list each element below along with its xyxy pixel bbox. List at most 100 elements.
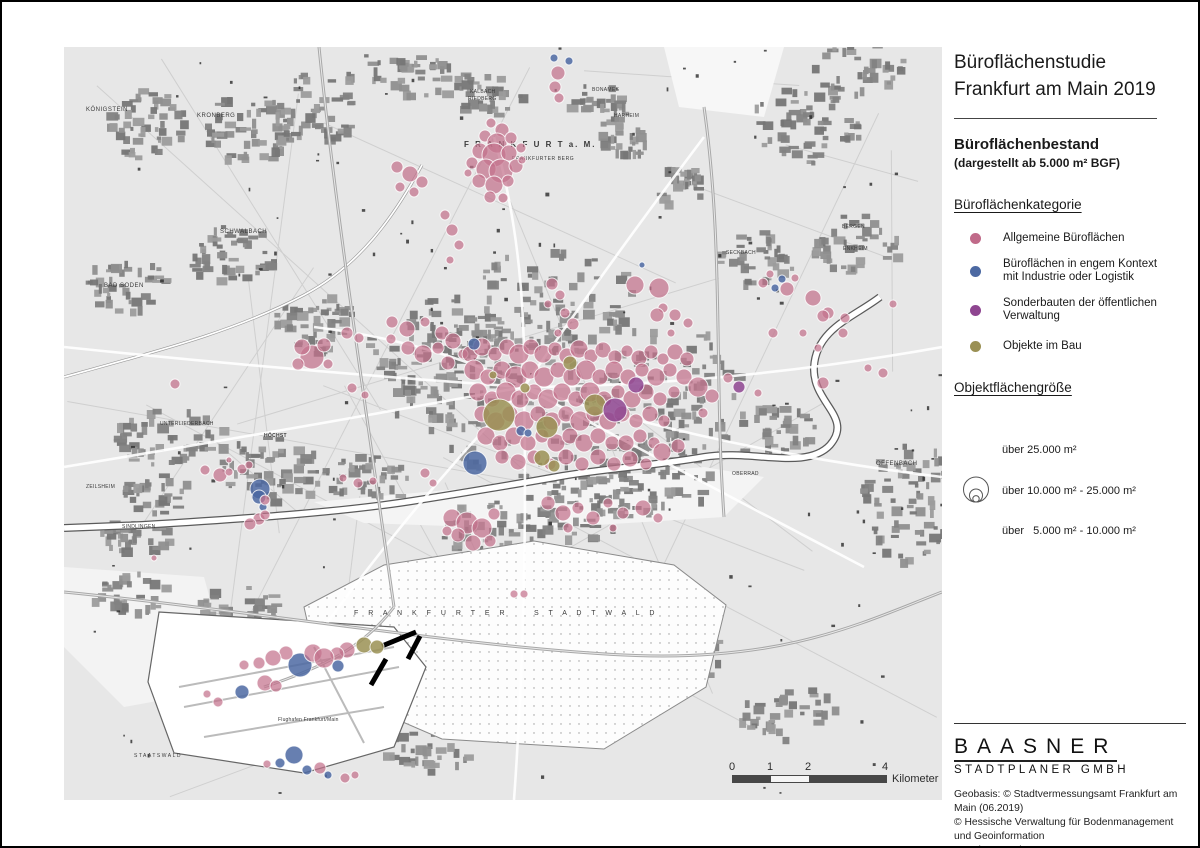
map-point-p[interactable] (604, 435, 620, 451)
map-point-p[interactable] (338, 473, 348, 483)
map-point-p[interactable] (500, 144, 518, 162)
map-point-p[interactable] (293, 338, 311, 356)
map-point-v[interactable] (627, 376, 645, 394)
map-point-p[interactable] (566, 317, 580, 331)
map-point-b[interactable] (638, 261, 646, 269)
map-point-p[interactable] (497, 192, 509, 204)
map-point-p[interactable] (540, 495, 556, 511)
map-point-p[interactable] (431, 341, 445, 355)
map-point-p[interactable] (439, 209, 451, 221)
map-point-b[interactable] (274, 757, 286, 769)
map-point-p[interactable] (494, 449, 510, 465)
map-point-o[interactable] (482, 398, 516, 432)
map-point-p[interactable] (509, 589, 519, 599)
map-point-p[interactable] (445, 223, 459, 237)
map-point-p[interactable] (353, 332, 365, 344)
map-point-p[interactable] (262, 759, 272, 769)
map-point-p[interactable] (634, 499, 652, 517)
map-point-p[interactable] (252, 656, 266, 670)
map-point-p[interactable] (360, 390, 370, 400)
map-point-p[interactable] (604, 360, 624, 380)
map-point-o[interactable] (533, 449, 551, 467)
map-point-p[interactable] (464, 534, 482, 552)
map-point-p[interactable] (863, 363, 873, 373)
map-point-p[interactable] (652, 442, 672, 462)
map-point-p[interactable] (652, 512, 664, 524)
map-point-p[interactable] (608, 523, 618, 533)
map-point-p[interactable] (444, 332, 462, 350)
map-point-p[interactable] (453, 239, 465, 251)
map-point-p[interactable] (648, 277, 670, 299)
map-point-p[interactable] (316, 337, 332, 353)
map-point-v[interactable] (732, 380, 746, 394)
map-point-p[interactable] (765, 269, 775, 279)
map-point-p[interactable] (798, 328, 808, 338)
map-point-p[interactable] (322, 358, 334, 370)
map-point-p[interactable] (463, 168, 473, 178)
map-point-b[interactable] (284, 745, 304, 765)
map-point-p[interactable] (816, 376, 830, 390)
map-point-p[interactable] (313, 761, 327, 775)
map-point-p[interactable] (562, 522, 574, 534)
map-point-p[interactable] (722, 372, 734, 384)
map-point-p[interactable] (646, 367, 666, 387)
map-point-p[interactable] (547, 341, 563, 357)
map-point-o[interactable] (583, 393, 607, 417)
map-point-p[interactable] (394, 181, 406, 193)
map-point-o[interactable] (535, 415, 559, 439)
map-point-p[interactable] (888, 299, 898, 309)
map-point-p[interactable] (767, 327, 779, 339)
map-point-p[interactable] (259, 494, 271, 506)
map-point-p[interactable] (550, 65, 566, 81)
map-point-p[interactable] (790, 273, 800, 283)
map-point-p[interactable] (212, 696, 224, 708)
map-point-p[interactable] (517, 155, 527, 165)
map-point-b[interactable] (467, 337, 481, 351)
map-point-p[interactable] (559, 307, 571, 319)
map-point-p[interactable] (169, 378, 181, 390)
map-point-p[interactable] (617, 434, 635, 452)
map-point-p[interactable] (675, 368, 693, 386)
map-point-o[interactable] (562, 355, 578, 371)
map-point-p[interactable] (697, 407, 709, 419)
map-point-p[interactable] (641, 405, 659, 423)
map-point-o[interactable] (355, 636, 373, 654)
map-point-p[interactable] (643, 344, 659, 360)
map-point-p[interactable] (450, 527, 466, 543)
map-point-p[interactable] (666, 328, 676, 338)
map-point-p[interactable] (415, 175, 429, 189)
map-point-p[interactable] (368, 476, 378, 486)
map-point-v[interactable] (602, 397, 628, 423)
map-point-p[interactable] (202, 689, 212, 699)
map-point-p[interactable] (419, 467, 431, 479)
map-point-p[interactable] (554, 504, 572, 522)
map-point-p[interactable] (390, 160, 404, 174)
map-point-p[interactable] (574, 433, 594, 453)
map-point-p[interactable] (340, 326, 354, 340)
map-point-p[interactable] (589, 448, 607, 466)
map-point-p[interactable] (471, 517, 493, 539)
map-point-p[interactable] (485, 117, 497, 129)
map-point-p[interactable] (346, 382, 358, 394)
map-point-p[interactable] (471, 173, 487, 189)
map-point-p[interactable] (634, 362, 650, 378)
map-point-p[interactable] (269, 679, 283, 693)
map-point-b[interactable] (523, 428, 533, 438)
map-point-p[interactable] (445, 255, 455, 265)
map-point-p[interactable] (519, 589, 529, 599)
map-point-b[interactable] (564, 56, 574, 66)
map-point-p[interactable] (487, 346, 503, 362)
map-point-p[interactable] (837, 327, 849, 339)
map-point-p[interactable] (543, 299, 553, 309)
map-point-p[interactable] (243, 517, 257, 531)
map-point-o[interactable] (519, 382, 531, 394)
map-point-p[interactable] (408, 186, 420, 198)
map-point-b[interactable] (301, 764, 313, 776)
map-point-p[interactable] (501, 174, 515, 188)
map-point-p[interactable] (585, 510, 601, 526)
map-point-p[interactable] (385, 315, 399, 329)
map-point-p[interactable] (413, 344, 433, 364)
map-point-p[interactable] (620, 344, 634, 358)
map-point-p[interactable] (813, 343, 823, 353)
map-point-p[interactable] (509, 453, 527, 471)
